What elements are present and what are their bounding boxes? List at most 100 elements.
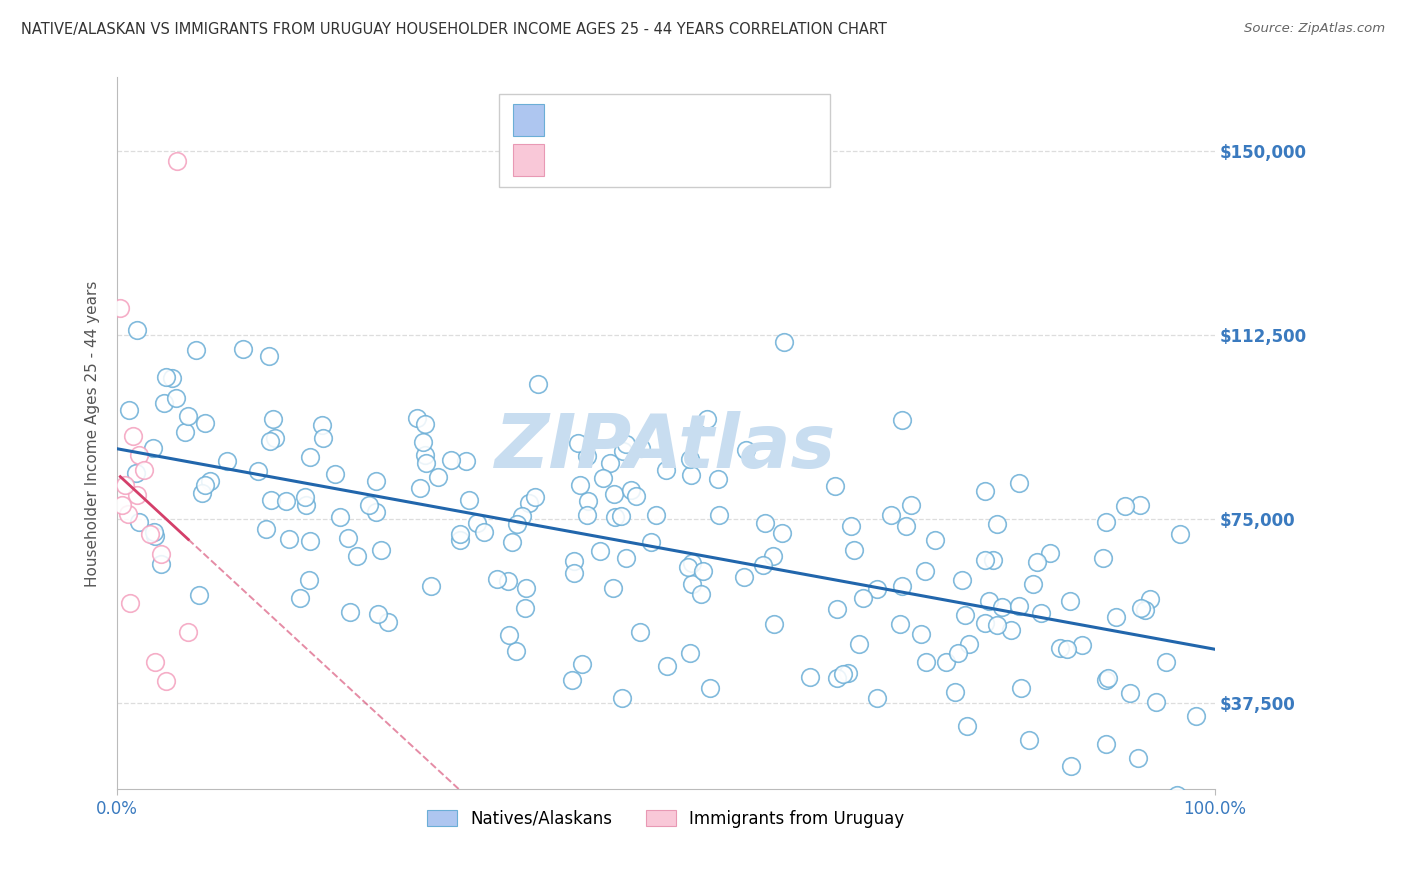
Point bbox=[832, 667, 855, 681]
Point bbox=[298, 574, 321, 588]
Point bbox=[458, 493, 481, 508]
Point bbox=[866, 582, 889, 596]
Point bbox=[956, 719, 979, 733]
Point bbox=[1166, 788, 1188, 802]
Point bbox=[655, 658, 678, 673]
Point bbox=[679, 468, 702, 483]
Point bbox=[1095, 673, 1118, 687]
Point bbox=[465, 516, 488, 530]
Point bbox=[1130, 600, 1153, 615]
Point bbox=[900, 498, 922, 512]
Point bbox=[498, 627, 520, 641]
Point bbox=[155, 674, 177, 689]
Point bbox=[1018, 732, 1040, 747]
Point bbox=[139, 527, 162, 541]
Point bbox=[1071, 638, 1094, 652]
Point bbox=[277, 532, 299, 546]
Point bbox=[294, 491, 316, 505]
Point bbox=[950, 573, 973, 587]
Point bbox=[851, 591, 873, 605]
Point bbox=[837, 666, 859, 681]
Point bbox=[413, 417, 436, 431]
Point bbox=[118, 402, 141, 417]
Point bbox=[426, 470, 449, 484]
Point bbox=[153, 396, 176, 410]
Point bbox=[312, 431, 335, 445]
Point bbox=[953, 607, 976, 622]
Point bbox=[346, 549, 368, 563]
Point bbox=[486, 572, 509, 586]
Point bbox=[142, 525, 165, 540]
Text: NATIVE/ALASKAN VS IMMIGRANTS FROM URUGUAY HOUSEHOLDER INCOME AGES 25 - 44 YEARS : NATIVE/ALASKAN VS IMMIGRANTS FROM URUGUA… bbox=[21, 22, 887, 37]
Point bbox=[599, 456, 621, 470]
Point bbox=[824, 479, 846, 493]
Point bbox=[654, 463, 676, 477]
Point bbox=[890, 413, 912, 427]
Point bbox=[117, 508, 139, 522]
Point bbox=[602, 581, 624, 595]
Point bbox=[957, 637, 980, 651]
Text: R = -0.525   N =  15: R = -0.525 N = 15 bbox=[555, 151, 754, 169]
Point bbox=[690, 587, 713, 601]
Point bbox=[1008, 599, 1031, 613]
Point bbox=[678, 560, 700, 574]
Point bbox=[474, 524, 496, 539]
Point bbox=[974, 484, 997, 499]
Point bbox=[977, 594, 1000, 608]
Point bbox=[681, 576, 703, 591]
Point bbox=[630, 442, 652, 456]
Point bbox=[924, 533, 946, 548]
Point bbox=[1022, 576, 1045, 591]
Point bbox=[696, 412, 718, 426]
Point bbox=[1105, 609, 1128, 624]
Point bbox=[128, 449, 150, 463]
Point bbox=[149, 547, 172, 561]
Point bbox=[110, 301, 132, 315]
Point bbox=[311, 417, 333, 432]
Point bbox=[1095, 515, 1118, 529]
Point bbox=[866, 690, 889, 705]
Point bbox=[125, 488, 148, 502]
Point bbox=[889, 616, 911, 631]
Point bbox=[620, 483, 643, 497]
Point bbox=[1139, 591, 1161, 606]
Point bbox=[1060, 759, 1083, 773]
Point bbox=[124, 466, 146, 480]
Point bbox=[614, 550, 637, 565]
Point bbox=[1154, 655, 1177, 669]
Point bbox=[186, 343, 208, 358]
Point bbox=[506, 517, 529, 532]
Point bbox=[1008, 475, 1031, 490]
Point bbox=[1097, 671, 1119, 685]
Point bbox=[454, 454, 477, 468]
Point bbox=[935, 655, 957, 669]
Point bbox=[515, 582, 537, 596]
Point bbox=[754, 516, 776, 530]
Point bbox=[415, 456, 437, 470]
Text: ZIPAtlas: ZIPAtlas bbox=[495, 411, 837, 484]
Point bbox=[1133, 603, 1156, 617]
Point bbox=[1114, 500, 1136, 514]
Legend: Natives/Alaskans, Immigrants from Uruguay: Natives/Alaskans, Immigrants from Urugua… bbox=[420, 803, 911, 834]
Point bbox=[409, 481, 432, 495]
Point bbox=[145, 655, 167, 669]
Point bbox=[419, 579, 441, 593]
Point bbox=[526, 377, 548, 392]
Point bbox=[1029, 607, 1052, 621]
Point bbox=[1000, 624, 1022, 638]
Point bbox=[1049, 641, 1071, 656]
Point bbox=[405, 410, 427, 425]
Point bbox=[264, 431, 287, 445]
Point bbox=[276, 493, 298, 508]
Point bbox=[523, 490, 546, 504]
Point bbox=[986, 617, 1008, 632]
Point bbox=[415, 448, 437, 462]
Point bbox=[155, 369, 177, 384]
Point bbox=[561, 673, 583, 687]
Point bbox=[986, 516, 1008, 531]
Point bbox=[111, 498, 134, 512]
Point bbox=[187, 589, 209, 603]
Point bbox=[762, 549, 785, 563]
Point bbox=[571, 657, 593, 671]
Point bbox=[910, 627, 932, 641]
